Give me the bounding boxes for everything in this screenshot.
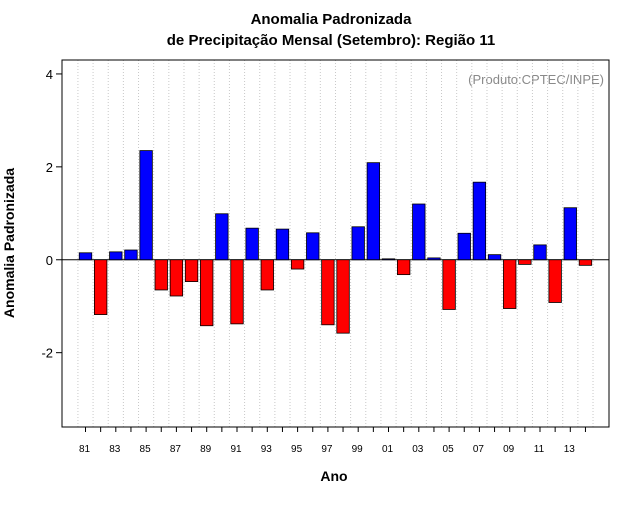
bars xyxy=(78,150,593,334)
bar-13 xyxy=(563,207,577,261)
bar-86 xyxy=(154,259,168,291)
x-tick-label: 89 xyxy=(200,444,212,455)
bar-89 xyxy=(200,259,214,327)
bar-10 xyxy=(518,259,532,265)
x-tick-label: 07 xyxy=(473,444,485,455)
bar-06 xyxy=(457,232,471,261)
x-tick-label: 95 xyxy=(291,444,303,455)
x-axis-label: Ano xyxy=(320,468,347,484)
y-axis-label: Anomalia Padronizada xyxy=(1,168,17,318)
bar-84 xyxy=(124,249,138,261)
plot-frame xyxy=(61,59,610,428)
y-tick-label: -2 xyxy=(41,346,53,361)
x-tick-label: 05 xyxy=(443,444,455,455)
bar-87 xyxy=(169,259,184,297)
x-tick-label: 03 xyxy=(412,444,424,455)
bar-07 xyxy=(472,181,487,261)
x-tick-label: 97 xyxy=(321,444,333,455)
bar-11 xyxy=(533,244,547,261)
x-tick-label: 01 xyxy=(382,444,394,455)
bar-14 xyxy=(578,259,593,266)
axes: -2 0 2 4 81 83 85 87 89 91 93 95 97 99 01 03 05 07 09 11 13 xyxy=(41,59,610,455)
bar-83 xyxy=(109,251,123,261)
bar-08 xyxy=(487,254,502,261)
bar-82 xyxy=(94,259,108,315)
bar-92 xyxy=(245,227,259,261)
y-tick-label: 2 xyxy=(46,160,53,175)
x-tick-label: 93 xyxy=(261,444,273,455)
bar-95 xyxy=(290,259,305,270)
bar-97 xyxy=(321,259,335,326)
bar-96 xyxy=(306,232,320,261)
bar-12 xyxy=(548,259,562,303)
bar-81 xyxy=(78,252,93,261)
bar-05 xyxy=(442,259,456,310)
bar-09 xyxy=(503,259,517,309)
bar-91 xyxy=(230,259,244,325)
x-tick-label: 87 xyxy=(170,444,182,455)
bar-01 xyxy=(381,258,396,261)
bar-00 xyxy=(366,162,381,261)
x-tick-label: 81 xyxy=(79,444,91,455)
x-tick-label: 85 xyxy=(140,444,152,455)
bar-98 xyxy=(336,259,350,334)
x-tick-label: 99 xyxy=(352,444,364,455)
chart-title-line1: Anomalia Padronizada xyxy=(251,11,413,28)
x-tick-label: 13 xyxy=(564,444,576,455)
bar-99 xyxy=(351,226,365,261)
bar-03 xyxy=(412,203,426,261)
bar-02 xyxy=(396,259,411,276)
bar-93 xyxy=(260,259,274,291)
gridlines xyxy=(62,60,609,427)
x-tick-label: 09 xyxy=(503,444,515,455)
bar-04 xyxy=(427,257,441,261)
y-tick-label: 4 xyxy=(46,67,53,82)
bar-90 xyxy=(215,213,229,261)
x-tick-label: 91 xyxy=(230,444,242,455)
credit-label: (Produto:CPTEC/INPE) xyxy=(468,72,604,87)
bar-88 xyxy=(184,259,199,282)
chart-title-line2: de Precipitação Mensal (Setembro): Regiã… xyxy=(167,32,495,49)
y-tick-label: 0 xyxy=(46,253,53,268)
bar-94 xyxy=(275,228,290,261)
x-tick-label: 11 xyxy=(534,444,545,455)
bar-85 xyxy=(139,150,153,261)
x-tick-label: 83 xyxy=(109,444,121,455)
